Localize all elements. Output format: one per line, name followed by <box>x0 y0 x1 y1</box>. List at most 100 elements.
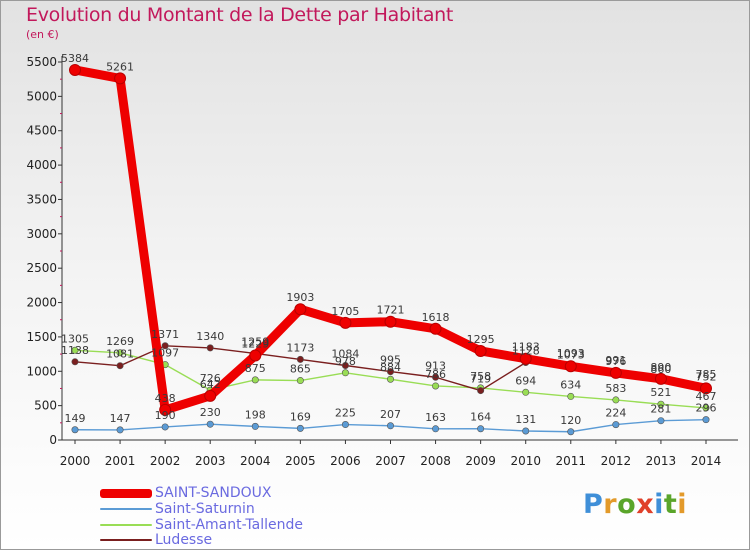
data-point-saint-amant-tallende <box>657 400 665 408</box>
data-label-saint-sandoux: 752 <box>696 370 717 383</box>
data-label-saint-sandoux: 1295 <box>467 333 495 346</box>
data-label-saint-saturnin: 224 <box>605 407 626 420</box>
data-label-ludesse: 991 <box>605 354 626 367</box>
data-point-saint-amant-tallende <box>522 388 530 396</box>
data-point-ludesse <box>116 362 124 370</box>
data-point-ludesse <box>206 344 214 352</box>
y-tick-label: 500 <box>34 399 57 413</box>
data-point-ludesse <box>296 355 304 363</box>
unit-label: (en €) <box>26 28 59 41</box>
data-point-saint-amant-tallende <box>251 376 259 384</box>
data-point-saint-sandoux <box>654 372 667 385</box>
x-tick-label: 2003 <box>195 454 226 468</box>
y-tick-label: 0 <box>49 433 57 447</box>
data-point-saint-saturnin <box>567 428 575 436</box>
y-tick-label: 4500 <box>26 124 57 138</box>
data-label-ludesse: 1081 <box>106 348 134 361</box>
legend-item-saint-amant-tallende: Saint-Amant-Tallende <box>100 517 303 533</box>
y-tick-label: 5500 <box>26 55 57 69</box>
data-point-saint-sandoux <box>519 352 532 365</box>
x-tick-label: 2006 <box>330 454 361 468</box>
logo-letter: r <box>603 489 618 520</box>
data-point-saint-saturnin <box>206 420 214 428</box>
data-label-saint-saturnin: 169 <box>290 410 311 423</box>
data-point-ludesse <box>161 342 169 350</box>
data-point-saint-sandoux <box>429 322 442 335</box>
data-label-saint-amant-tallende: 1305 <box>61 332 89 345</box>
data-point-saint-amant-tallende <box>386 375 394 383</box>
x-tick-label: 2008 <box>420 454 451 468</box>
data-point-saint-saturnin <box>522 427 530 435</box>
legend-item-ludesse: Ludesse <box>100 532 212 548</box>
data-label-saint-sandoux: 976 <box>605 355 626 368</box>
data-label-saint-amant-tallende: 758 <box>470 370 491 383</box>
data-point-saint-saturnin <box>657 417 665 425</box>
data-point-saint-amant-tallende <box>116 349 124 357</box>
data-label-ludesse: 1084 <box>331 347 359 360</box>
data-label-saint-sandoux: 890 <box>650 361 671 374</box>
y-tick-label: 2500 <box>26 261 57 275</box>
data-point-ludesse <box>432 373 440 381</box>
data-label-saint-saturnin: 198 <box>245 408 266 421</box>
y-tick-label: 4000 <box>26 158 57 172</box>
legend-swatch <box>100 508 152 510</box>
data-point-saint-sandoux <box>339 316 352 329</box>
proxiti-logo: Proxiti <box>583 489 687 520</box>
data-point-saint-sandoux <box>609 366 622 379</box>
data-point-saint-saturnin <box>161 423 169 431</box>
data-label-saint-saturnin: 131 <box>515 413 536 426</box>
legend-swatch <box>100 488 152 498</box>
data-point-saint-saturnin <box>477 425 485 433</box>
legend-item-saint-saturnin: Saint-Saturnin <box>100 501 255 517</box>
data-point-saint-saturnin <box>71 426 79 434</box>
data-point-saint-amant-tallende <box>567 392 575 400</box>
x-tick-label: 2004 <box>240 454 271 468</box>
data-label-saint-saturnin: 164 <box>470 411 491 424</box>
data-point-saint-sandoux <box>474 344 487 357</box>
data-point-saint-sandoux <box>384 315 397 328</box>
data-label-ludesse: 1259 <box>241 335 269 348</box>
data-point-ludesse <box>477 387 485 395</box>
data-label-ludesse: 1340 <box>196 330 224 343</box>
data-label-saint-sandoux: 5261 <box>106 60 134 73</box>
data-point-ludesse <box>341 361 349 369</box>
data-label-saint-sandoux: 438 <box>155 392 176 405</box>
data-point-saint-sandoux <box>114 72 127 85</box>
data-point-saint-saturnin <box>116 426 124 434</box>
data-point-ludesse <box>386 368 394 376</box>
data-label-saint-saturnin: 147 <box>110 412 131 425</box>
data-label-saint-sandoux: 1705 <box>331 305 359 318</box>
data-point-saint-amant-tallende <box>702 404 710 412</box>
x-tick-label: 2014 <box>691 454 722 468</box>
logo-letter: t <box>663 489 678 520</box>
data-label-saint-amant-tallende: 865 <box>290 363 311 376</box>
data-point-saint-amant-tallende <box>71 346 79 354</box>
data-label-ludesse: 860 <box>650 363 671 376</box>
logo-letter: x <box>636 489 655 520</box>
data-label-saint-amant-tallende: 978 <box>335 355 356 368</box>
data-label-saint-sandoux: 1073 <box>557 348 585 361</box>
data-label-ludesse: 719 <box>470 373 491 386</box>
x-tick-label: 2013 <box>646 454 677 468</box>
data-label-saint-saturnin: 230 <box>200 406 221 419</box>
data-point-saint-sandoux <box>69 63 81 76</box>
data-label-saint-amant-tallende: 467 <box>696 390 717 403</box>
logo-letter: i <box>654 489 664 520</box>
data-label-ludesse: 913 <box>425 359 446 372</box>
y-tick-label: 3500 <box>26 192 57 206</box>
x-tick-label: 2009 <box>465 454 496 468</box>
data-label-saint-saturnin: 163 <box>425 411 446 424</box>
data-label-saint-amant-tallende: 583 <box>605 382 626 395</box>
data-label-ludesse: 1093 <box>557 347 585 360</box>
data-label-saint-amant-tallende: 726 <box>200 372 221 385</box>
data-label-saint-sandoux: 1721 <box>377 304 405 317</box>
x-tick-label: 2000 <box>60 454 91 468</box>
legend-label: Saint-Amant-Tallende <box>155 517 303 533</box>
data-label-ludesse: 1173 <box>286 341 314 354</box>
data-label-saint-amant-tallende: 521 <box>650 386 671 399</box>
data-point-saint-sandoux <box>249 349 262 362</box>
x-tick-label: 2007 <box>375 454 406 468</box>
chart-title: Evolution du Montant de la Dette par Hab… <box>26 4 454 26</box>
data-label-saint-amant-tallende: 1097 <box>151 347 179 360</box>
